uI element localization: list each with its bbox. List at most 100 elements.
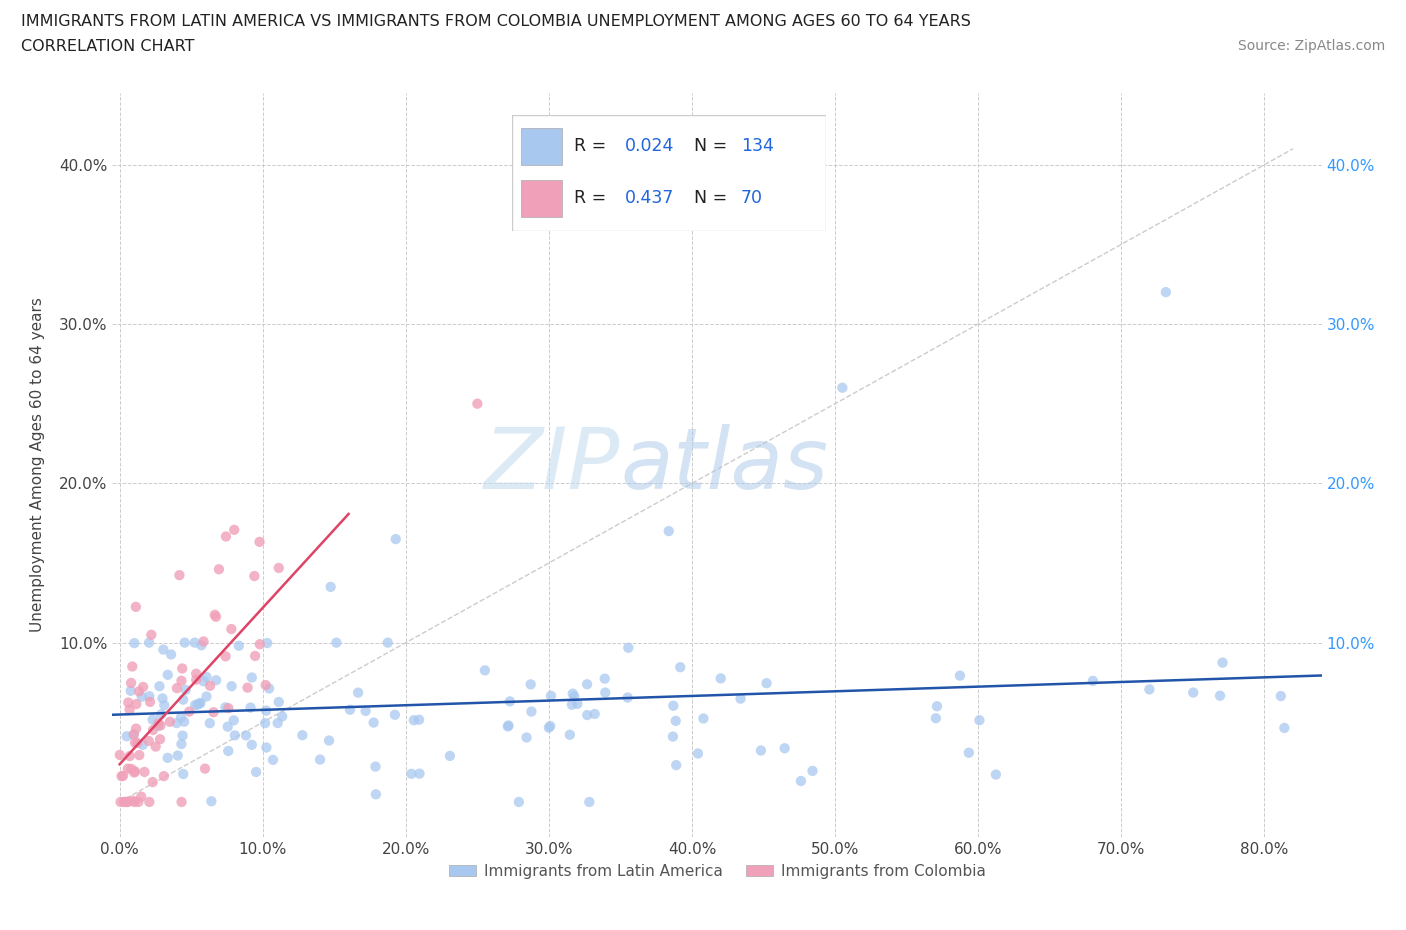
- Point: [131, 737, 153, 752]
- Point: [124, 794, 146, 809]
- Point: [193, 634, 215, 649]
- Point: [110, 794, 132, 809]
- Point: [118, 749, 141, 764]
- Point: [124, 736, 146, 751]
- Point: [710, 671, 733, 685]
- Point: [217, 700, 239, 715]
- Point: [117, 695, 139, 710]
- Point: [401, 766, 423, 781]
- Point: [363, 715, 385, 730]
- Point: [662, 729, 685, 744]
- Point: [669, 659, 692, 674]
- Point: [240, 670, 263, 684]
- Point: [221, 679, 243, 694]
- Text: IMMIGRANTS FROM LATIN AMERICA VS IMMIGRANTS FROM COLOMBIA UNEMPLOYMENT AMONG AGE: IMMIGRANTS FROM LATIN AMERICA VS IMMIGRA…: [21, 14, 972, 29]
- Point: [224, 523, 246, 538]
- Point: [925, 698, 948, 713]
- Point: [193, 674, 215, 689]
- Point: [801, 764, 824, 778]
- Point: [112, 768, 135, 783]
- Point: [205, 672, 228, 687]
- Point: [221, 621, 243, 636]
- Point: [166, 715, 188, 730]
- Text: Source: ZipAtlas.com: Source: ZipAtlas.com: [1237, 39, 1385, 53]
- Point: [262, 752, 284, 767]
- Point: [222, 713, 245, 728]
- Point: [121, 659, 143, 674]
- Point: [408, 766, 430, 781]
- Point: [538, 719, 561, 734]
- Point: [115, 729, 138, 744]
- Point: [190, 638, 212, 653]
- Point: [160, 647, 183, 662]
- Point: [384, 708, 406, 723]
- Point: [148, 716, 170, 731]
- Point: [205, 609, 228, 624]
- Point: [172, 728, 194, 743]
- Point: [152, 691, 174, 706]
- Point: [169, 567, 191, 582]
- Point: [186, 666, 208, 681]
- Point: [117, 761, 139, 776]
- Point: [217, 744, 239, 759]
- Point: [120, 684, 142, 698]
- Point: [131, 689, 153, 704]
- Point: [198, 716, 221, 731]
- Point: [170, 710, 193, 724]
- Point: [254, 740, 277, 755]
- Point: [1212, 656, 1234, 671]
- Point: [132, 680, 155, 695]
- Point: [183, 635, 205, 650]
- Point: [578, 794, 600, 809]
- Point: [249, 637, 271, 652]
- Point: [755, 676, 778, 691]
- Point: [254, 678, 277, 693]
- Point: [243, 568, 266, 583]
- Point: [267, 715, 290, 730]
- Point: [194, 761, 217, 776]
- Point: [122, 727, 145, 742]
- Point: [156, 668, 179, 683]
- Point: [117, 794, 139, 809]
- Point: [184, 698, 207, 712]
- Point: [402, 712, 425, 727]
- Point: [122, 727, 145, 742]
- Point: [108, 748, 131, 763]
- Point: [1081, 673, 1104, 688]
- Point: [179, 704, 201, 719]
- Point: [173, 714, 195, 729]
- Point: [110, 769, 132, 784]
- Point: [498, 718, 520, 733]
- Point: [239, 700, 262, 715]
- Point: [692, 711, 714, 726]
- Point: [558, 727, 581, 742]
- Text: CORRELATION CHART: CORRELATION CHART: [21, 39, 194, 54]
- Point: [120, 675, 142, 690]
- Point: [198, 678, 221, 693]
- Point: [662, 698, 685, 713]
- Point: [172, 692, 194, 707]
- Point: [254, 716, 277, 731]
- Point: [236, 680, 259, 695]
- Point: [249, 535, 271, 550]
- Point: [202, 705, 225, 720]
- Point: [949, 668, 972, 683]
- Point: [166, 681, 188, 696]
- Point: [686, 746, 709, 761]
- Point: [969, 712, 991, 727]
- Point: [188, 696, 211, 711]
- Point: [166, 748, 188, 763]
- Point: [139, 695, 162, 710]
- Point: [408, 712, 430, 727]
- Point: [228, 638, 250, 653]
- Point: [170, 673, 193, 688]
- Point: [152, 643, 174, 658]
- Point: [245, 764, 267, 779]
- Point: [156, 751, 179, 765]
- Point: [142, 712, 165, 727]
- Point: [540, 688, 562, 703]
- Point: [214, 700, 236, 715]
- Point: [773, 741, 796, 756]
- Point: [665, 758, 688, 773]
- Point: [256, 635, 278, 650]
